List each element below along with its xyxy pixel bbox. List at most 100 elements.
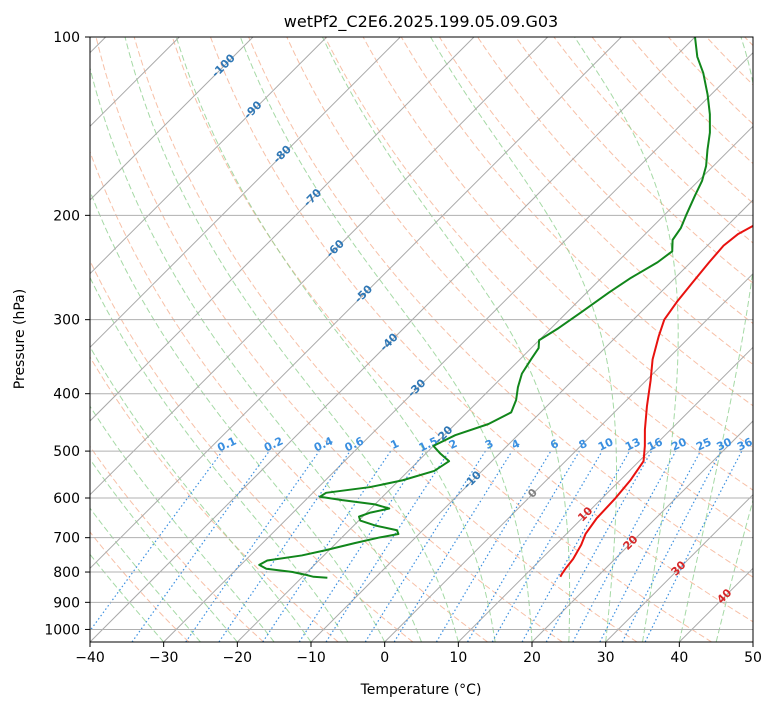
isotherm-line — [531, 420, 753, 642]
x-tick-label: 20 — [523, 650, 541, 666]
mixing-ratio-line — [435, 450, 552, 642]
line-label: 25 — [694, 435, 713, 453]
x-tick-label: 50 — [744, 650, 762, 666]
isotherm-line — [90, 37, 328, 275]
line-label: 1 — [389, 437, 401, 452]
y-tick-label: 100 — [53, 30, 80, 46]
line-label: 10 — [596, 435, 616, 453]
line-label: 3 — [483, 437, 495, 452]
line-label: 10 — [575, 504, 595, 524]
mixing-ratio-line — [262, 450, 392, 642]
mixing-ratio-line — [572, 450, 677, 642]
x-tick-label: −30 — [149, 650, 179, 666]
isotherm-line — [163, 51, 753, 642]
dry-adiabat — [400, 37, 753, 407]
dry-adiabat — [591, 37, 753, 204]
dry-adiabat — [248, 37, 753, 578]
y-tick-label: 200 — [53, 208, 80, 224]
isotherm-line — [90, 37, 696, 642]
line-labels: -100-90-80-70-60-50-40-30-20-10010203040… — [209, 51, 755, 606]
moist-adiabat — [715, 498, 753, 642]
dry-adiabat — [90, 259, 414, 642]
x-tick-label: 10 — [449, 650, 467, 666]
x-tick-label: 0 — [380, 650, 389, 666]
isotherm-line — [605, 493, 753, 642]
dry-adiabat — [439, 37, 753, 366]
mixing-ratio-line — [185, 450, 320, 642]
plot-frame — [89, 36, 754, 643]
isotherm-line — [678, 567, 753, 642]
dry-adiabat — [90, 531, 190, 642]
y-tick-label: 400 — [53, 387, 80, 403]
moist-adiabat — [752, 640, 753, 642]
moist-adiabat — [124, 37, 459, 642]
line-label: 4 — [510, 437, 523, 452]
isotherm-line — [90, 37, 401, 349]
dry-adiabat — [744, 37, 753, 47]
mixing-ratio-line — [90, 450, 223, 632]
mixing-ratio-line — [521, 450, 631, 642]
background-lines — [90, 37, 753, 642]
y-tick-label: 1000 — [44, 622, 80, 638]
x-tick-label: 40 — [670, 650, 688, 666]
line-label: 6 — [548, 437, 561, 452]
moist-adiabat — [430, 37, 618, 642]
line-label: 36 — [735, 435, 755, 453]
line-label: 30 — [715, 435, 735, 453]
line-label: 20 — [669, 435, 689, 453]
temperature-profile-line — [559, 224, 753, 578]
moist-adiabat — [574, 37, 679, 642]
profile-lines — [258, 37, 753, 579]
moist-adiabat — [90, 189, 386, 642]
x-tick-label: −10 — [296, 650, 326, 666]
axis-ticks: −40 −30 −20 −10 0 10 20 30 40 50 100 200 300 400 500 60… — [44, 30, 762, 666]
moist-adiabat — [678, 37, 753, 642]
moist-adiabat — [90, 458, 238, 642]
line-label: 16 — [645, 435, 665, 453]
isotherm-line — [90, 37, 549, 496]
dry-adiabat — [90, 356, 339, 642]
mixing-ratio-line — [644, 450, 743, 642]
isotherm-line — [752, 641, 753, 642]
moist-adiabat — [90, 345, 312, 642]
chart-title: wetPf2_C2E6.2025.199.05.09.G03 — [284, 12, 558, 32]
moist-adiabat — [90, 507, 201, 642]
x-axis-label: Temperature (°C) — [360, 682, 482, 698]
mixing-ratio-line — [545, 450, 653, 642]
y-tick-label: 700 — [53, 531, 80, 547]
moist-adiabat — [90, 66, 422, 642]
isotherm-line — [310, 199, 753, 642]
x-tick-label: 30 — [597, 650, 615, 666]
mixing-ratio-line — [393, 450, 513, 642]
x-tick-label: −20 — [223, 650, 253, 666]
dewpoint-profile-line — [258, 37, 711, 579]
x-tick-label: −40 — [75, 650, 105, 666]
dry-adiabat — [515, 37, 753, 284]
moist-adiabat — [90, 553, 165, 642]
dry-adiabat — [90, 445, 264, 642]
line-label: 13 — [623, 435, 642, 453]
moist-adiabat — [322, 37, 571, 642]
isotherm-line — [90, 37, 475, 422]
y-tick-label: 900 — [53, 595, 80, 611]
y-tick-label: 600 — [53, 491, 80, 507]
dry-adiabat — [706, 37, 753, 86]
mixing-ratio-line — [131, 450, 270, 642]
moist-adiabat — [175, 37, 496, 642]
y-tick-label: 800 — [53, 565, 80, 581]
dry-adiabat — [90, 150, 488, 642]
mixing-ratio-line — [218, 450, 351, 642]
moist-adiabat — [239, 37, 533, 642]
isotherm-line — [90, 37, 254, 201]
y-axis-label: Pressure (hPa) — [12, 289, 28, 389]
mixing-ratio-line — [466, 450, 580, 642]
isotherm-line — [457, 346, 753, 642]
mixing-ratio-line — [325, 450, 450, 642]
dry-adiabat — [210, 37, 753, 623]
dry-adiabat — [133, 37, 638, 642]
isotherm-line — [384, 272, 753, 642]
moist-adiabat — [90, 405, 275, 642]
y-tick-label: 500 — [53, 444, 80, 460]
y-tick-label: 300 — [53, 313, 80, 329]
